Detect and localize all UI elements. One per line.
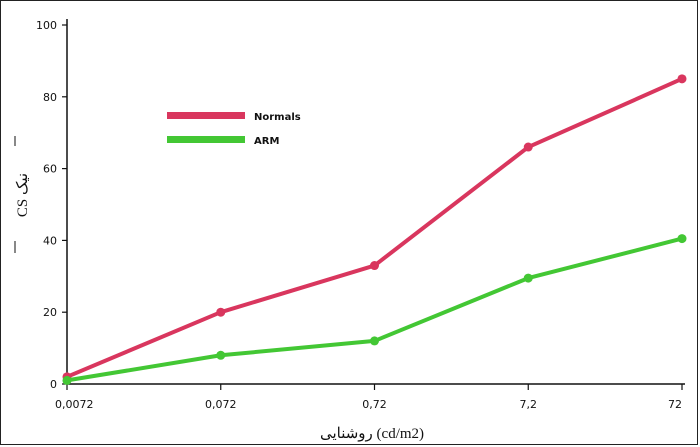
data-point-normals-3 bbox=[523, 142, 533, 152]
x-tick-label-1: 0,072 bbox=[205, 398, 237, 411]
data-point-normals-4 bbox=[677, 74, 687, 84]
y-ticks: 0 20 40 60 80 100 bbox=[36, 19, 67, 391]
x-title-mask bbox=[281, 420, 463, 444]
series-layer bbox=[62, 74, 687, 385]
series-line-normals bbox=[65, 76, 684, 379]
data-point-normals-2 bbox=[370, 261, 379, 271]
x-tick-label-0: 0,0072 bbox=[55, 398, 94, 411]
y-tick-label-40: 40 bbox=[43, 234, 57, 247]
legend: Normals ARM bbox=[167, 112, 301, 147]
y-tick-label-20: 20 bbox=[43, 306, 57, 319]
y-tick-label-100: 100 bbox=[36, 19, 57, 32]
data-point-normals-1 bbox=[216, 307, 226, 317]
legend-label-arm: ARM bbox=[254, 136, 279, 147]
x-tick-label-4: 72 bbox=[668, 398, 682, 411]
data-point-arm-0 bbox=[62, 375, 72, 385]
y-tick-label-0: 0 bbox=[50, 378, 57, 391]
legend-label-normals: Normals bbox=[254, 112, 301, 123]
axes bbox=[66, 19, 685, 385]
legend-swatch-arm bbox=[167, 136, 245, 143]
legend-swatch-normals bbox=[167, 112, 245, 119]
y-axis-title: CS نیک bbox=[15, 173, 31, 217]
x-tick-label-3: 7,2 bbox=[520, 398, 538, 411]
data-point-arm-2 bbox=[370, 336, 379, 346]
x-axis-title: روشنایی (cd/m2) bbox=[320, 426, 424, 442]
data-point-arm-1 bbox=[216, 350, 226, 360]
y-tick-label-60: 60 bbox=[43, 163, 57, 176]
legend-item-normals: Normals bbox=[167, 112, 301, 123]
series-line-arm bbox=[65, 236, 684, 383]
data-point-arm-3 bbox=[523, 273, 533, 283]
x-tick-label-2: 0,72 bbox=[362, 398, 387, 411]
x-ticks: 0,0072 0,072 0,72 7,2 72 bbox=[55, 384, 683, 411]
legend-item-arm: ARM bbox=[167, 136, 279, 147]
y-tick-label-80: 80 bbox=[43, 91, 57, 104]
data-point-arm-4 bbox=[677, 234, 687, 244]
